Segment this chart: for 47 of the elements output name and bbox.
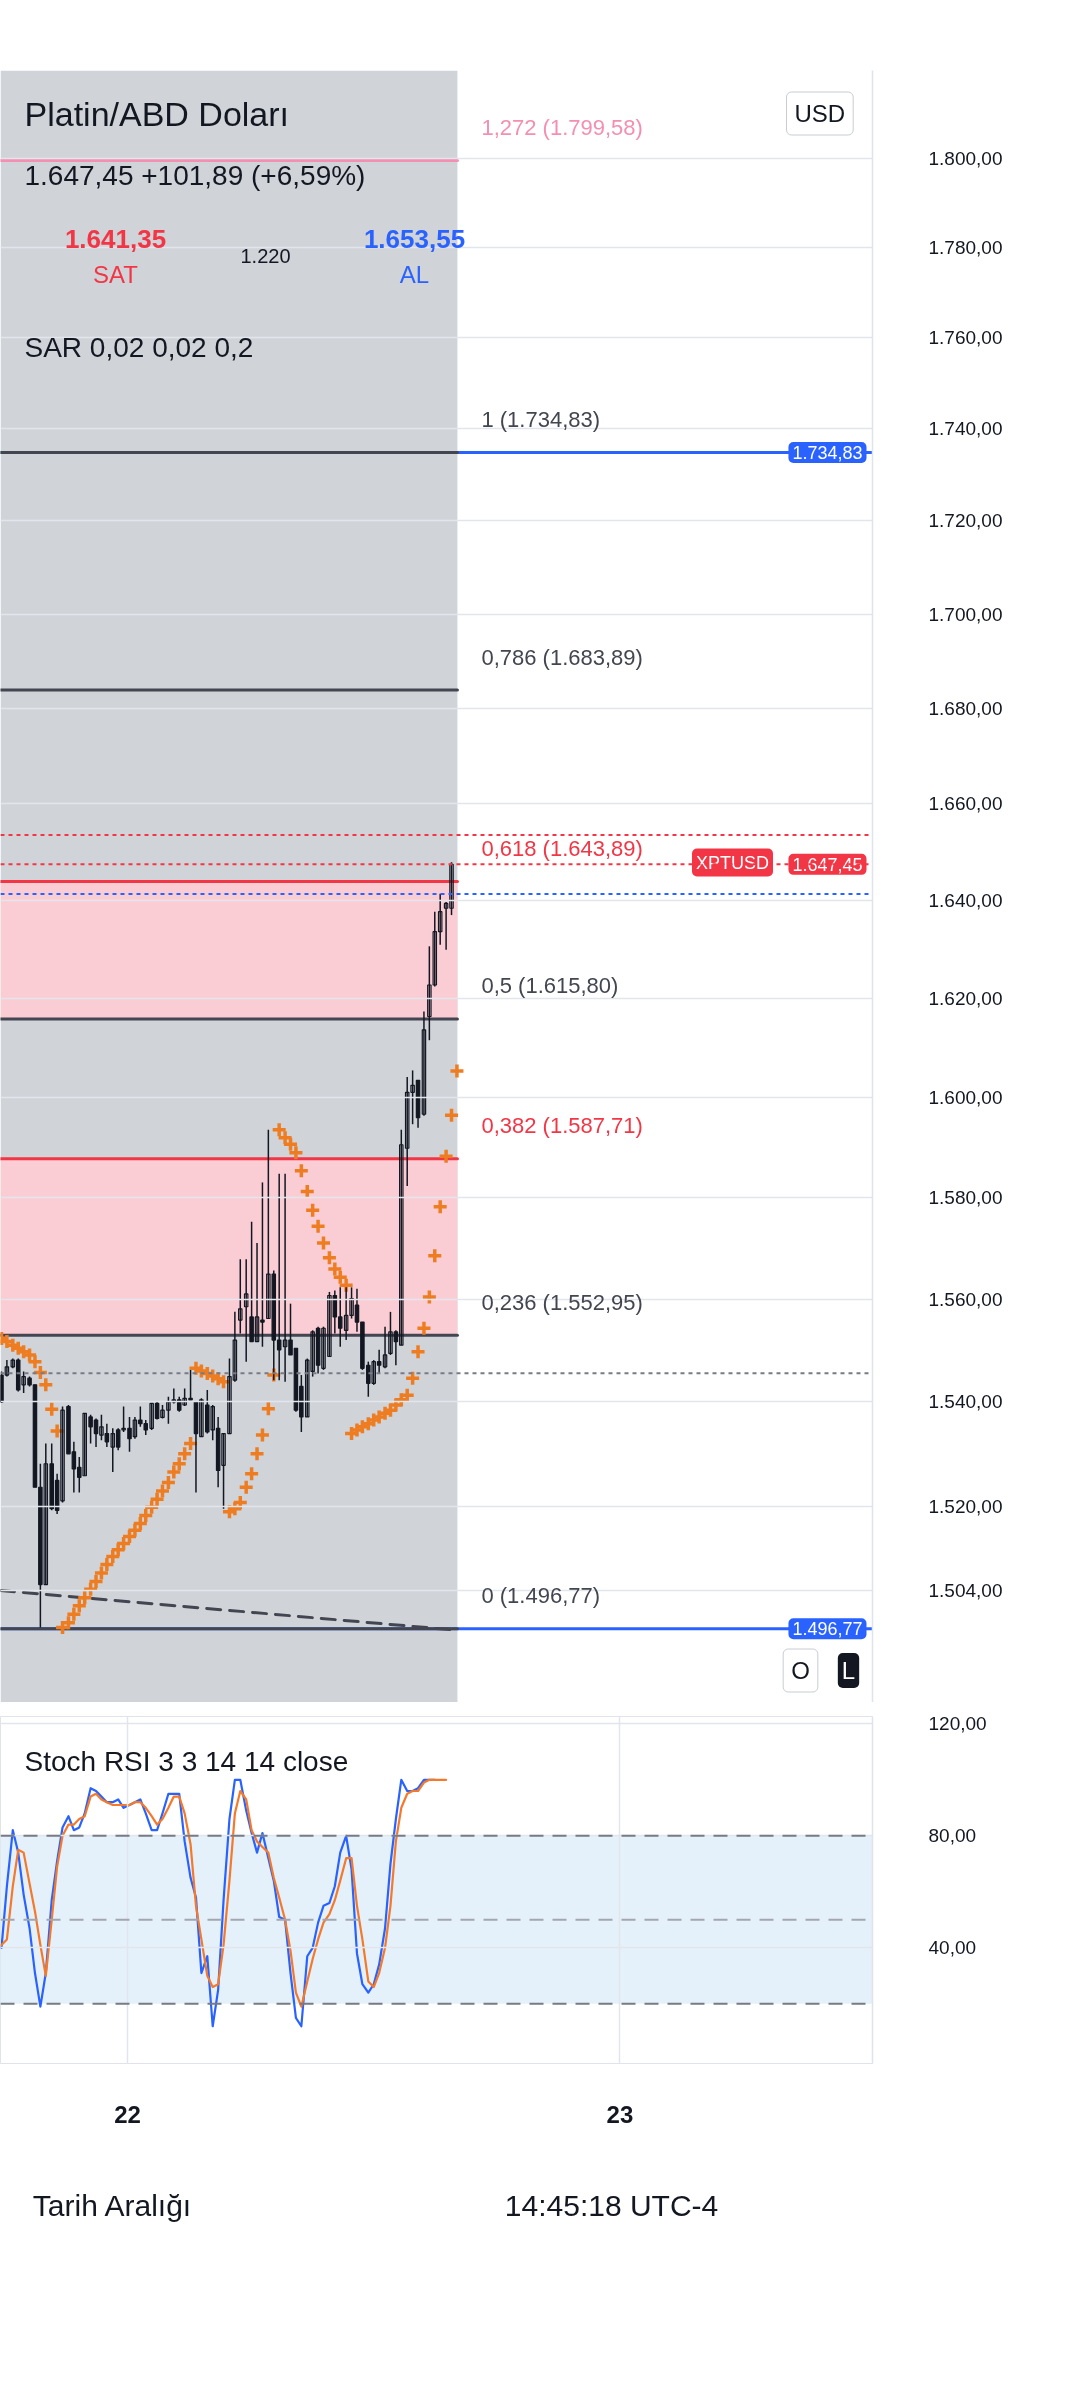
text: Stoch RSI 3 3 14 14 close — [24, 1746, 349, 1777]
text: 14:45:18 UTC-4 — [504, 2189, 719, 2222]
y-tick-label: 1.520,00 — [928, 1495, 1003, 1517]
y-tick-label: 1.660,00 — [928, 793, 1003, 815]
series-label: 0,236 (1.552,95) — [481, 1289, 643, 1315]
y-tick-label: 1.760,00 — [928, 327, 1003, 349]
ref-line-label: 1.496,77 — [792, 1619, 863, 1640]
annotation: XPTUSD — [695, 852, 770, 873]
y-tick-label: 40,00 — [928, 1937, 977, 1959]
series-label: 0,618 (1.643,89) — [481, 836, 643, 862]
y-tick-label: 1.580,00 — [928, 1187, 1003, 1209]
annotation: 1.220 — [240, 244, 291, 267]
annotation: O — [791, 1657, 810, 1684]
annotation: SAT — [93, 261, 139, 288]
y-tick-label: 1.600,00 — [928, 1086, 1003, 1108]
y-tick-label: 1.620,00 — [928, 987, 1003, 1009]
y-tick-label: 1.740,00 — [928, 418, 1003, 440]
annotation: USD — [794, 100, 846, 127]
x-tick-label: 23 — [606, 2100, 634, 2128]
text: 1.647,45 +101,89 (+6,59%) — [24, 160, 366, 191]
annotation: 1.641,35 — [64, 223, 167, 254]
y-tick-label: 1.720,00 — [928, 510, 1003, 532]
y-tick-label: 120,00 — [928, 1713, 987, 1735]
series-label: 0,786 (1.683,89) — [481, 644, 643, 670]
y-tick-label: 1.640,00 — [928, 889, 1003, 911]
y-tick-label: 1.540,00 — [928, 1391, 1003, 1413]
annotation: 1.653,55 — [363, 223, 466, 254]
annotation: L — [841, 1657, 856, 1684]
series-label: 0,382 (1.587,71) — [481, 1113, 643, 1139]
annotation: SAR 0,02 0,02 0,2 — [24, 332, 254, 363]
y-tick-label: 1.700,00 — [928, 603, 1003, 625]
series-label: 1 (1.734,83) — [481, 406, 601, 432]
ref-line-label: 1.647,45 — [792, 854, 863, 875]
series-label: 1,272 (1.799,58) — [481, 114, 643, 140]
series-label: 0,5 (1.615,80) — [481, 973, 619, 999]
y-tick-label: 80,00 — [928, 1825, 977, 1847]
text: Platin/ABD Doları — [24, 94, 290, 133]
y-tick-label: 1.504,00 — [928, 1579, 1003, 1601]
y-tick-label: 1.800,00 — [928, 148, 1003, 170]
annotation: AL — [399, 261, 430, 288]
y-tick-label: 1.560,00 — [928, 1288, 1003, 1310]
x-tick-label: 22 — [114, 2100, 141, 2128]
text: Tarih Aralığı — [32, 2189, 192, 2222]
series-label: 0 (1.496,77) — [481, 1583, 601, 1609]
y-tick-label: 1.680,00 — [928, 697, 1003, 719]
y-tick-label: 1.780,00 — [928, 237, 1003, 259]
ref-line-label: 1.734,83 — [792, 442, 863, 463]
